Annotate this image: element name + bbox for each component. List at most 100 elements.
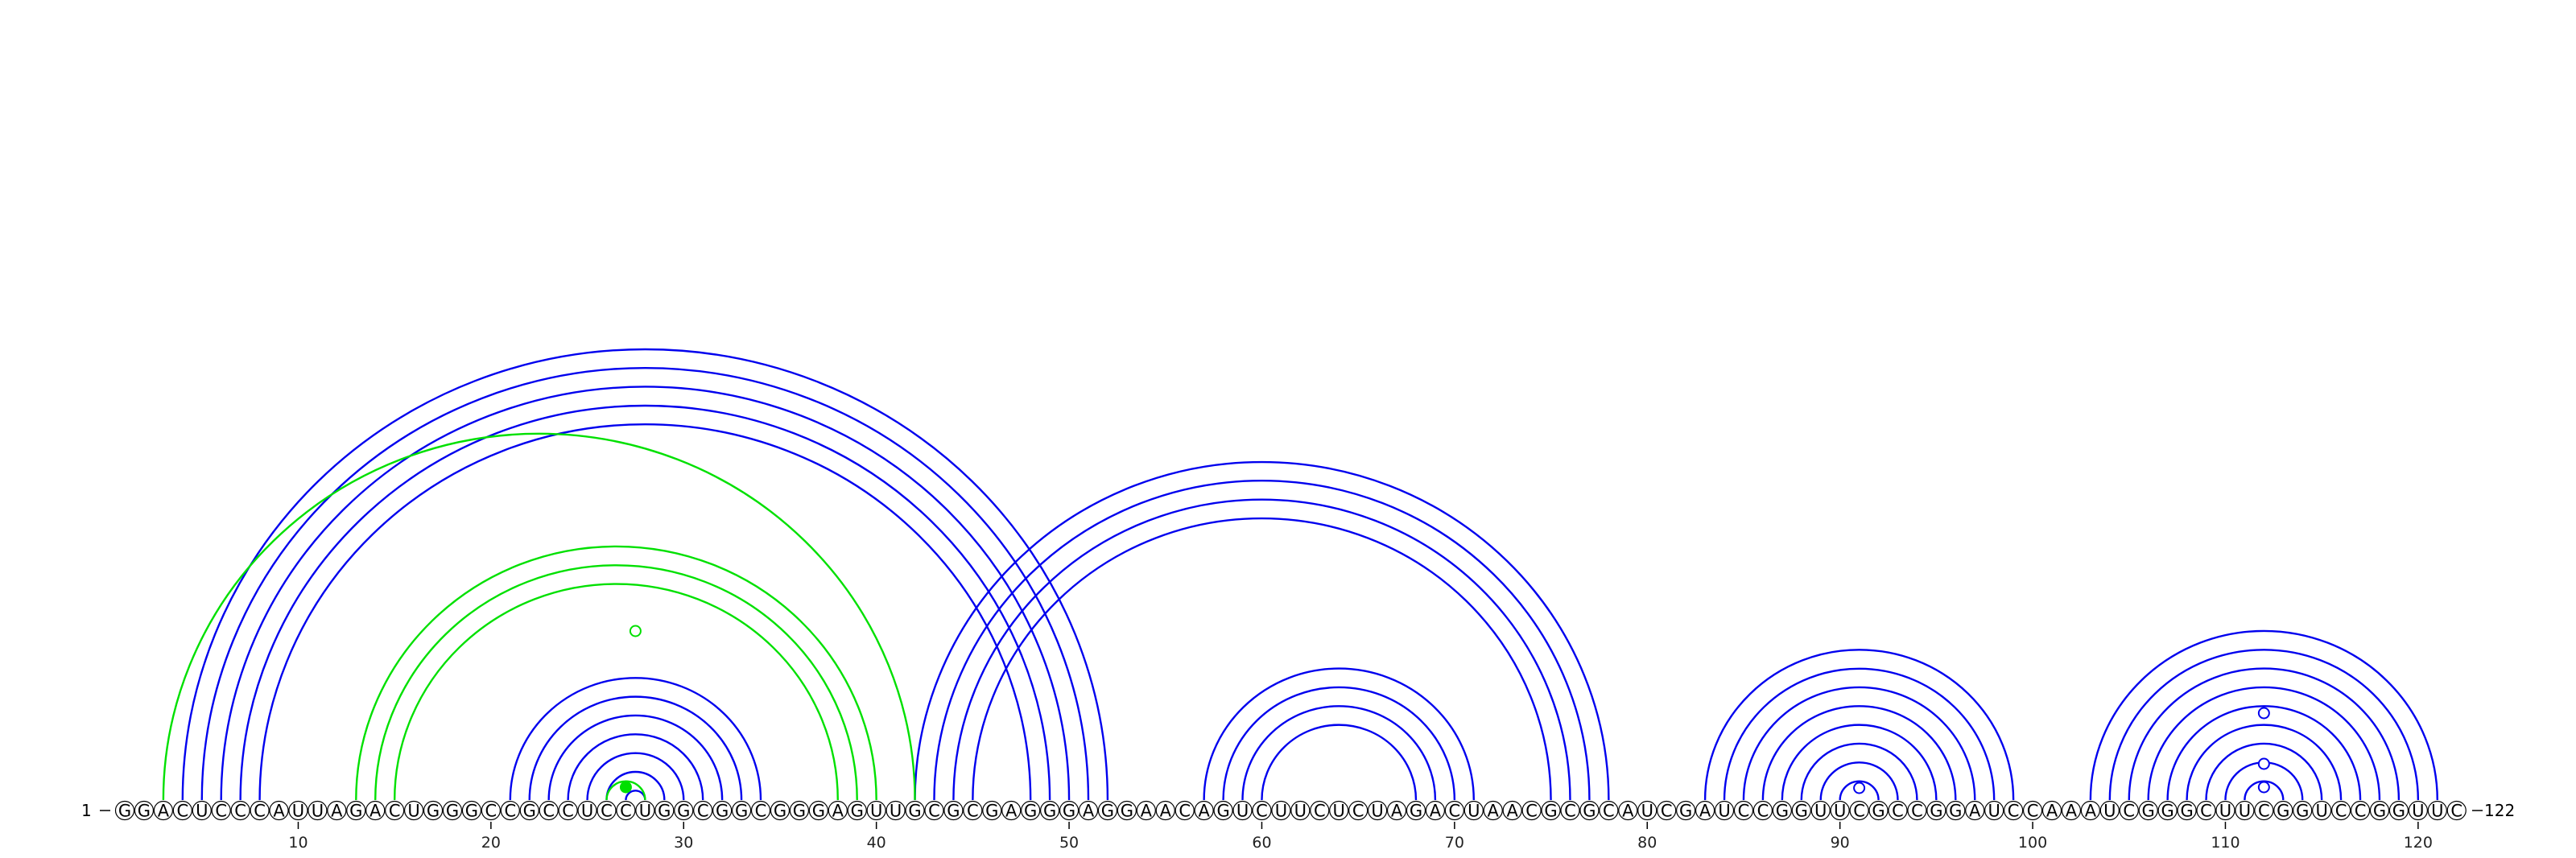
nucleotide-circle bbox=[750, 800, 771, 821]
nucleotide-98: U bbox=[1984, 800, 2004, 821]
nucleotide-94: C bbox=[1907, 800, 1927, 821]
nucleotide-3: A bbox=[153, 800, 173, 821]
nucleotide-circle bbox=[2388, 800, 2409, 821]
nucleotide-circle bbox=[2099, 800, 2120, 821]
nucleotide-letter: G bbox=[716, 802, 729, 821]
pair-arc-15-38 bbox=[393, 583, 839, 801]
nucleotide-letter: U bbox=[1236, 802, 1249, 821]
nucleotide-letter: C bbox=[1853, 802, 1865, 821]
nucleotide-letter: G bbox=[851, 802, 864, 821]
nucleotide-letter: U bbox=[2103, 802, 2116, 821]
nucleotide-letter: G bbox=[1101, 802, 1114, 821]
arc-marker bbox=[1853, 782, 1866, 794]
nucleotide-letter: C bbox=[485, 802, 497, 821]
nucleotide-26: C bbox=[597, 800, 617, 821]
nucleotide-letter: U bbox=[2219, 802, 2231, 821]
nucleotide-52: G bbox=[1097, 800, 1118, 821]
nucleotide-circle bbox=[1329, 800, 1349, 821]
nucleotide-letter: U bbox=[2239, 802, 2251, 821]
nucleotide-letter: G bbox=[1043, 802, 1056, 821]
nucleotide-letter: G bbox=[793, 802, 806, 821]
pair-arc-21-34 bbox=[509, 677, 762, 801]
nucleotide-circle bbox=[2427, 800, 2447, 821]
nucleotide-letter: G bbox=[465, 802, 478, 821]
nucleotide-74: C bbox=[1521, 800, 1542, 821]
tick-label: 10 bbox=[288, 834, 308, 852]
nucleotide-circle bbox=[1117, 800, 1137, 821]
nucleotide-88: G bbox=[1791, 800, 1811, 821]
nucleotide-99: C bbox=[2004, 800, 2024, 821]
nucleotide-circle bbox=[1078, 800, 1099, 821]
nucleotide-letter: G bbox=[2296, 802, 2309, 821]
nucleotide-circle bbox=[1348, 800, 1368, 821]
nucleotide-circle bbox=[2369, 800, 2390, 821]
nucleotide-circle bbox=[866, 800, 886, 821]
nucleotide-letter: C bbox=[504, 802, 516, 821]
nucleotide-circle bbox=[1695, 800, 1715, 821]
nucleotide-14: A bbox=[365, 800, 386, 821]
nucleotide-38: A bbox=[828, 800, 848, 821]
nucleotide-circle bbox=[1425, 800, 1446, 821]
pair-arc-60-68 bbox=[1261, 724, 1418, 801]
nucleotide-45: C bbox=[963, 800, 983, 821]
nucleotide-115: U bbox=[2312, 800, 2332, 821]
nucleotide-circle bbox=[1637, 800, 1657, 821]
nucleotide-34: C bbox=[750, 800, 771, 821]
nucleotide-letter: G bbox=[1410, 802, 1422, 821]
nucleotide-78: C bbox=[1599, 800, 1619, 821]
nucleotide-letter: C bbox=[2123, 802, 2135, 821]
nucleotide-letter: C bbox=[1564, 802, 1576, 821]
nucleotide-letter: A bbox=[1506, 802, 1518, 821]
nucleotide-circle bbox=[943, 800, 964, 821]
nucleotide-118: G bbox=[2369, 800, 2390, 821]
nucleotide-circle bbox=[1232, 800, 1253, 821]
nucleotide-40: U bbox=[866, 800, 886, 821]
nucleotide-73: A bbox=[1502, 800, 1522, 821]
nucleotide-circle bbox=[847, 800, 867, 821]
pair-arc-42-78 bbox=[914, 460, 1610, 801]
pair-arc-108-116 bbox=[2186, 724, 2343, 801]
nucleotide-67: A bbox=[1386, 800, 1407, 821]
nucleotide-letter: C bbox=[2450, 802, 2462, 821]
nucleotide-circle bbox=[1772, 800, 1792, 821]
arc-marker bbox=[2257, 707, 2270, 720]
pair-arc-57-71 bbox=[1203, 667, 1475, 801]
nucleotide-letter: A bbox=[1699, 802, 1711, 821]
nucleotide-circle bbox=[1907, 800, 1927, 821]
nucleotide-circle bbox=[1310, 800, 1330, 821]
nucleotide-letter: U bbox=[1468, 802, 1480, 821]
nucleotide-8: C bbox=[250, 800, 270, 821]
nucleotide-letter: U bbox=[870, 802, 882, 821]
nucleotide-56: C bbox=[1174, 800, 1195, 821]
pair-arc-87-95 bbox=[1781, 724, 1938, 801]
nucleotide-circle bbox=[1136, 800, 1156, 821]
nucleotide-circle bbox=[2331, 800, 2351, 821]
nucleotide-letter: G bbox=[947, 802, 960, 821]
nucleotide-letter: C bbox=[1738, 802, 1750, 821]
nucleotide-circle bbox=[327, 800, 347, 821]
nucleotide-circle bbox=[982, 800, 1002, 821]
nucleotide-81: C bbox=[1657, 800, 1677, 821]
nucleotide-10: U bbox=[288, 800, 308, 821]
nucleotide-circle bbox=[2312, 800, 2332, 821]
tick-label: 110 bbox=[2211, 834, 2240, 852]
nucleotide-circle bbox=[1174, 800, 1195, 821]
nucleotide-circle bbox=[423, 800, 444, 821]
nucleotide-circle bbox=[1290, 800, 1311, 821]
nucleotide-32: G bbox=[712, 800, 733, 821]
nucleotide-letter: G bbox=[1583, 802, 1596, 821]
nucleotide-circle bbox=[2022, 800, 2043, 821]
nucleotide-circle bbox=[1560, 800, 1580, 821]
nucleotide-letter: A bbox=[2085, 802, 2097, 821]
nucleotide-120: U bbox=[2408, 800, 2428, 821]
nucleotide-circle bbox=[1444, 800, 1464, 821]
nucleotide-letter: G bbox=[908, 802, 921, 821]
nucleotide-circle bbox=[1946, 800, 1966, 821]
nucleotide-letter: G bbox=[1544, 802, 1557, 821]
nucleotide-circle bbox=[1021, 800, 1041, 821]
pair-arc-24-31 bbox=[567, 733, 704, 801]
nucleotide-letter: A bbox=[2066, 802, 2078, 821]
nucleotide-letter: C bbox=[2008, 802, 2020, 821]
markers-layer bbox=[619, 625, 2270, 794]
nucleotide-circle bbox=[2293, 800, 2313, 821]
